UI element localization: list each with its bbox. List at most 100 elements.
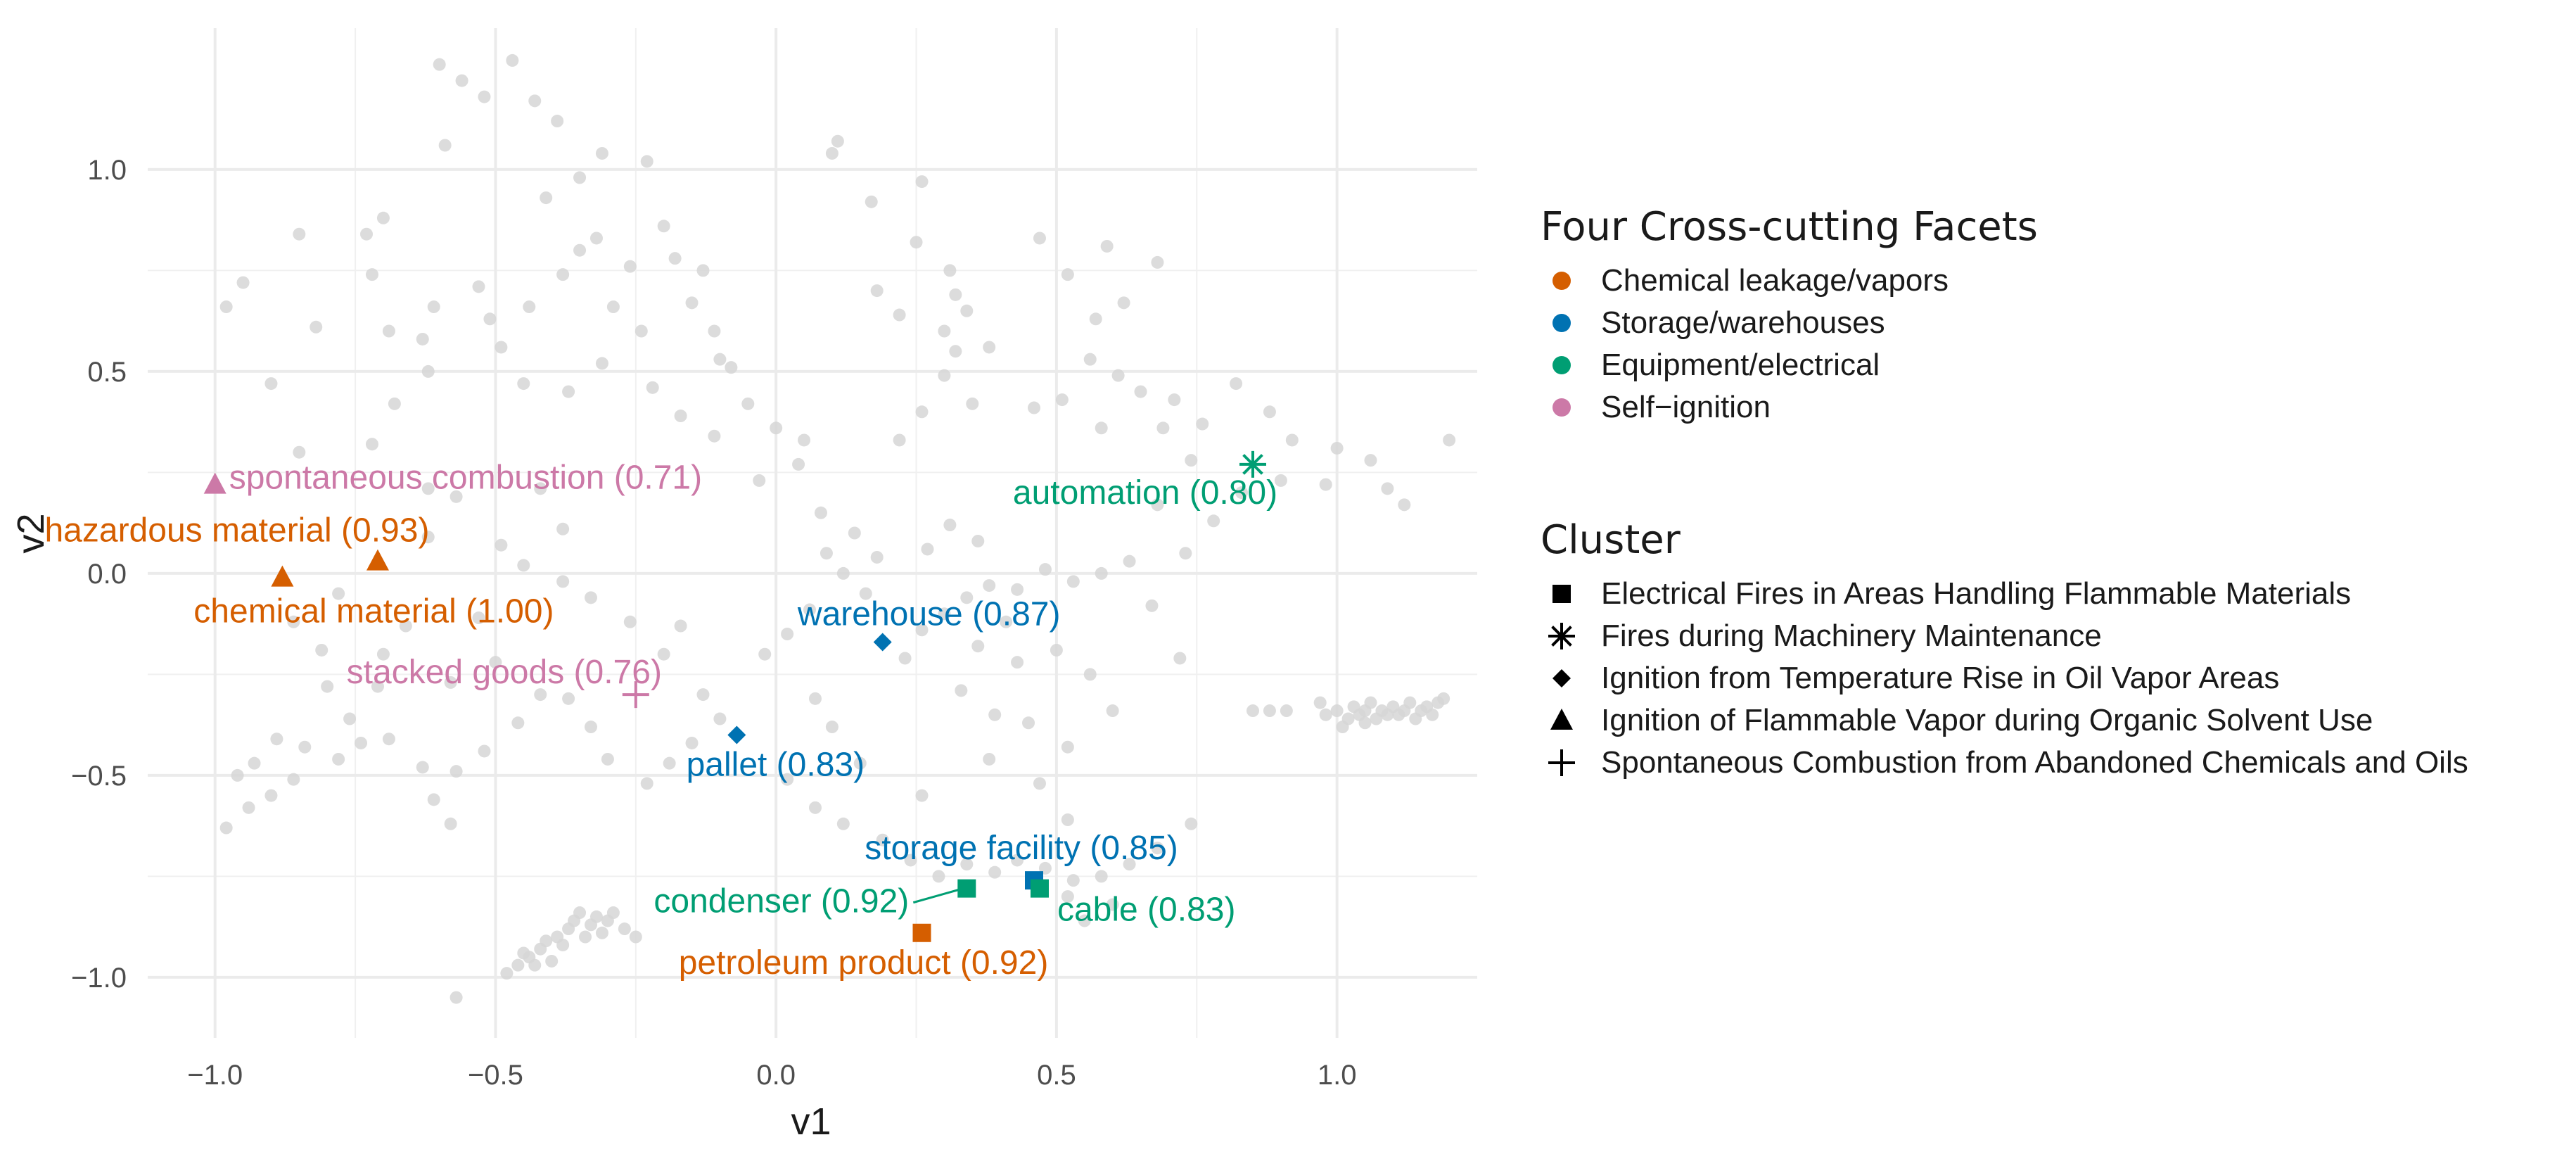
x-axis-title: v1 bbox=[791, 1101, 831, 1143]
background-point bbox=[983, 752, 996, 766]
background-point bbox=[904, 854, 917, 867]
y-axis-title: v2 bbox=[10, 513, 52, 553]
background-point bbox=[1106, 898, 1119, 911]
background-point bbox=[573, 171, 587, 184]
background-point bbox=[1061, 813, 1074, 827]
background-point bbox=[820, 547, 833, 560]
background-point bbox=[287, 615, 300, 628]
background-point bbox=[770, 421, 783, 435]
background-point bbox=[1230, 377, 1243, 391]
cluster-legend-item: Ignition of Flammable Vapor during Organ… bbox=[1541, 699, 2468, 742]
background-point bbox=[1336, 721, 1349, 734]
highlight-point-diamond bbox=[873, 633, 892, 652]
background-point bbox=[495, 538, 508, 552]
background-point bbox=[1173, 652, 1187, 665]
background-point bbox=[360, 227, 374, 241]
label-leader-lines bbox=[912, 889, 959, 904]
facet-legend-label: Self−ignition bbox=[1601, 390, 1771, 424]
background-point bbox=[781, 628, 794, 640]
background-point bbox=[798, 433, 811, 447]
background-point bbox=[663, 756, 676, 770]
point-label: automation (0.80) bbox=[1013, 474, 1277, 512]
background-point bbox=[983, 341, 996, 354]
x-tick-label: −1.0 bbox=[187, 1060, 243, 1091]
background-point bbox=[657, 220, 670, 233]
highlight-point-triangle bbox=[271, 565, 294, 587]
background-point bbox=[865, 195, 878, 208]
facet-legend-item: Self−ignition bbox=[1541, 386, 2038, 429]
background-point bbox=[1313, 696, 1327, 709]
background-point bbox=[1061, 268, 1074, 281]
background-point bbox=[685, 296, 699, 310]
y-tick-label: 1.0 bbox=[87, 155, 127, 186]
background-point bbox=[421, 364, 435, 378]
background-point bbox=[971, 640, 985, 653]
cluster-legend-label: Ignition from Temperature Rise in Oil Va… bbox=[1601, 661, 2280, 695]
background-point bbox=[971, 534, 985, 547]
background-point bbox=[545, 954, 559, 968]
background-point bbox=[853, 756, 867, 770]
background-point bbox=[310, 320, 323, 334]
background-point bbox=[1319, 708, 1332, 721]
cluster-legend-label: Spontaneous Combustion from Abandoned Ch… bbox=[1601, 745, 2468, 780]
highlight-point-diamond bbox=[727, 725, 746, 744]
cluster-legend-title: Cluster bbox=[1541, 517, 1681, 563]
background-point bbox=[534, 688, 547, 702]
facet-color-dot-icon bbox=[1541, 386, 1583, 429]
x-tick-label: 1.0 bbox=[1318, 1060, 1357, 1091]
y-tick-label: 0.0 bbox=[87, 559, 127, 590]
background-point bbox=[949, 288, 962, 301]
background-point bbox=[589, 232, 603, 245]
background-point bbox=[595, 146, 608, 160]
background-point bbox=[449, 991, 463, 1004]
background-point bbox=[1358, 716, 1372, 730]
background-point bbox=[264, 377, 278, 391]
background-point bbox=[495, 341, 508, 354]
background-point bbox=[433, 58, 446, 71]
background-point bbox=[511, 958, 525, 972]
background-point bbox=[1111, 369, 1125, 382]
background-point bbox=[1123, 554, 1136, 568]
cluster-legend-label: Ignition of Flammable Vapor during Organ… bbox=[1601, 703, 2373, 737]
background-point bbox=[1274, 474, 1287, 487]
background-point bbox=[449, 490, 463, 503]
background-point bbox=[416, 332, 429, 345]
background-point bbox=[1330, 441, 1344, 455]
background-point bbox=[287, 773, 300, 786]
background-point bbox=[1168, 393, 1181, 407]
background-point bbox=[960, 858, 974, 871]
background-point bbox=[1246, 704, 1260, 718]
background-point bbox=[876, 833, 889, 847]
background-point bbox=[585, 591, 597, 604]
cluster-legend-item: Ignition from Temperature Rise in Oil Va… bbox=[1541, 657, 2468, 699]
background-point bbox=[573, 243, 587, 257]
background-point bbox=[511, 716, 525, 730]
x-tick-label: 0.5 bbox=[1037, 1060, 1076, 1091]
background-point bbox=[859, 587, 872, 600]
background-point bbox=[1319, 478, 1332, 491]
background-point bbox=[1055, 393, 1069, 407]
background-point bbox=[478, 90, 491, 103]
background-point bbox=[1083, 353, 1097, 366]
background-point bbox=[556, 522, 570, 535]
point-label: condenser (0.92) bbox=[653, 883, 909, 920]
asterisk-icon bbox=[1541, 615, 1583, 657]
background-point bbox=[585, 721, 597, 734]
background-point bbox=[741, 397, 755, 410]
background-point bbox=[388, 397, 401, 410]
point-label: spontaneous combustion (0.71) bbox=[229, 459, 702, 497]
background-point bbox=[646, 381, 659, 394]
point-label: hazardous material (0.93) bbox=[44, 512, 429, 550]
grid-lines bbox=[148, 28, 1477, 1038]
background-point bbox=[236, 276, 250, 289]
background-point bbox=[1364, 696, 1377, 709]
point-label: cable (0.83) bbox=[1057, 892, 1235, 929]
background-point bbox=[449, 765, 463, 778]
background-point bbox=[708, 429, 721, 443]
background-point bbox=[1285, 433, 1299, 447]
background-point bbox=[219, 300, 233, 314]
background-point bbox=[674, 619, 687, 633]
background-point bbox=[556, 268, 570, 281]
facet-legend-label: Chemical leakage/vapors bbox=[1601, 263, 1949, 298]
background-point bbox=[1011, 583, 1024, 596]
